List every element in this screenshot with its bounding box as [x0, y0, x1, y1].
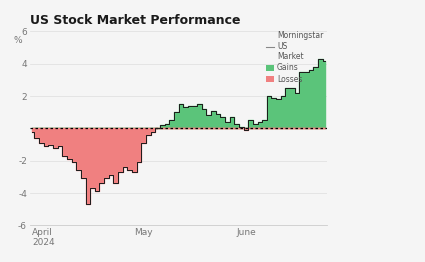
Y-axis label: %: % [14, 36, 22, 45]
Legend: Morningstar
US
Market, Gains, Losses: Morningstar US Market, Gains, Losses [266, 31, 323, 84]
Text: US Stock Market Performance: US Stock Market Performance [30, 14, 240, 28]
